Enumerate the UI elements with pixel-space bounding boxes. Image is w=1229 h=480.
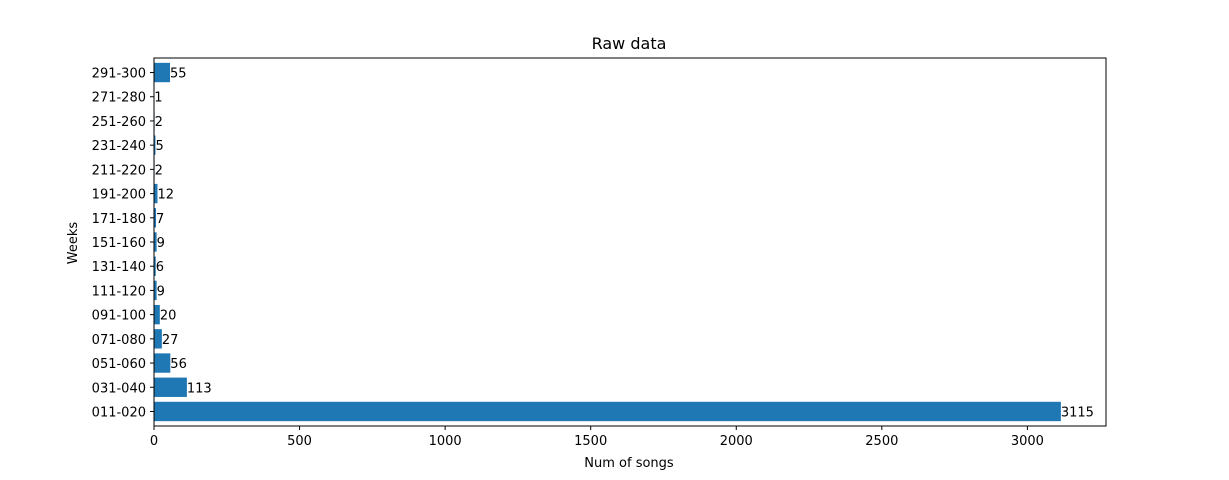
data-label-091-100: 20 xyxy=(160,309,177,324)
x-tick-label-2500: 2500 xyxy=(865,434,898,449)
chart-title: Raw data xyxy=(592,34,667,53)
y-tick-label-011-020: 011-020 xyxy=(92,405,146,420)
bar-191-200 xyxy=(154,183,158,204)
bar-151-160 xyxy=(154,232,157,252)
x-tick-label-500: 500 xyxy=(287,434,312,449)
data-label-291-300: 55 xyxy=(170,67,187,82)
y-axis-title: Weeks xyxy=(66,222,81,265)
bar-171-180 xyxy=(154,208,157,228)
data-label-011-020: 3115 xyxy=(1061,405,1094,420)
data-label-271-280: 1 xyxy=(154,91,162,106)
bar-051-060 xyxy=(154,353,171,373)
data-label-151-160: 9 xyxy=(157,236,165,251)
plot-frame xyxy=(153,57,1107,427)
x-tick-label-1500: 1500 xyxy=(574,434,607,449)
data-label-231-240: 5 xyxy=(155,139,163,154)
y-tick-label-071-080: 071-080 xyxy=(92,333,146,348)
data-label-071-080: 27 xyxy=(162,333,179,348)
y-tick-label-211-220: 211-220 xyxy=(92,163,146,178)
data-label-131-140: 6 xyxy=(156,260,164,275)
data-label-031-040: 113 xyxy=(187,381,212,396)
y-tick-label-031-040: 031-040 xyxy=(92,381,146,396)
y-tick-label-111-120: 111-120 xyxy=(92,284,146,299)
y-tick-label-051-060: 051-060 xyxy=(92,357,146,372)
y-tick-label-191-200: 191-200 xyxy=(92,188,146,203)
bar-011-020 xyxy=(154,401,1061,422)
y-tick-label-091-100: 091-100 xyxy=(92,309,146,324)
y-tick-label-171-180: 171-180 xyxy=(92,212,146,227)
bar-231-240 xyxy=(154,135,156,155)
data-label-051-060: 56 xyxy=(170,357,187,372)
x-axis-title: Num of songs xyxy=(584,456,674,471)
data-label-251-260: 2 xyxy=(155,115,163,130)
bar-031-040 xyxy=(154,377,187,397)
x-tick-label-1000: 1000 xyxy=(429,434,462,449)
y-tick-label-291-300: 291-300 xyxy=(92,67,146,82)
y-tick-label-271-280: 271-280 xyxy=(92,91,146,106)
data-label-191-200: 12 xyxy=(157,188,174,203)
data-label-111-120: 9 xyxy=(157,284,165,299)
y-tick-label-151-160: 151-160 xyxy=(92,236,146,251)
x-tick-label-3000: 3000 xyxy=(1011,434,1044,449)
bar-291-300 xyxy=(154,62,171,83)
bar-091-100 xyxy=(154,304,160,325)
x-tick-label-2000: 2000 xyxy=(720,434,753,449)
bar-071-080 xyxy=(154,329,162,349)
y-tick-label-251-260: 251-260 xyxy=(92,115,146,130)
bar-111-120 xyxy=(154,280,157,301)
x-tick-label-0: 0 xyxy=(150,434,158,449)
y-tick-label-131-140: 131-140 xyxy=(92,260,146,275)
bar-131-140 xyxy=(154,256,156,276)
y-tick-label-231-240: 231-240 xyxy=(92,139,146,154)
data-label-171-180: 7 xyxy=(156,212,164,227)
data-label-211-220: 2 xyxy=(155,163,163,178)
